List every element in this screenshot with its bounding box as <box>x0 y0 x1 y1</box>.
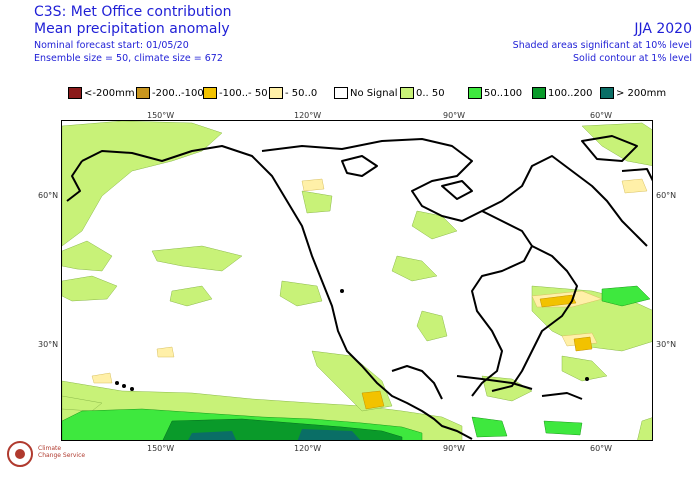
legend-item-gt-200: > 200mm <box>600 86 666 100</box>
contour-note: Solid contour at 1% level <box>573 53 692 64</box>
lon-tick-top-60w: 60°W <box>590 111 613 120</box>
legend-item-50-100: 50..100 <box>468 86 522 100</box>
lon-tick-bottom-60w: 60°W <box>590 444 613 453</box>
map-subtitle: Mean precipitation anomaly <box>34 21 230 37</box>
legend-label: -200..-100 <box>152 87 204 99</box>
small-islands <box>115 289 589 391</box>
legend-swatch <box>334 87 348 99</box>
lat-tick-right-60n: 60°N <box>656 191 677 200</box>
lat-tick-right-30n: 30°N <box>656 340 677 349</box>
logo-line1: Climate <box>38 445 61 452</box>
legend-item-100-50: -100..- 50 <box>203 86 268 100</box>
lon-tick-bottom-120w: 120°W <box>294 444 322 453</box>
color-legend: <-200mm -200..-100 -100..- 50 - 50..0 No… <box>0 86 700 102</box>
ensemble-size-text: Ensemble size = 50, climate size = 672 <box>34 53 223 64</box>
anomaly-minus-50-0-areas <box>91 178 648 384</box>
copernicus-c3s-logo: Climate Change Service <box>6 434 96 474</box>
legend-swatch <box>136 87 150 99</box>
lat-tick-left-60n: 60°N <box>38 191 59 200</box>
legend-label: > 200mm <box>616 87 667 99</box>
forecast-start-text: Nominal forecast start: 01/05/20 <box>34 40 189 51</box>
season-label: JJA 2020 <box>634 21 692 37</box>
legend-swatch <box>468 87 482 99</box>
legend-label: - 50..0 <box>285 87 318 99</box>
lat-tick-left-30n: 30°N <box>38 340 59 349</box>
legend-label: -100..- 50 <box>219 87 268 99</box>
coastlines <box>66 135 652 440</box>
shaded-note: Shaded areas significant at 10% level <box>512 40 692 51</box>
lon-tick-top-90w: 90°W <box>443 111 466 120</box>
legend-swatch <box>600 87 614 99</box>
legend-label: 0.. 50 <box>416 87 445 99</box>
legend-item-100-200: 100..200 <box>532 86 593 100</box>
legend-label: 50..100 <box>484 87 523 99</box>
legend-swatch <box>269 87 283 99</box>
anomaly-minus-100-50-areas <box>361 294 593 410</box>
precipitation-map <box>61 120 653 441</box>
legend-swatch <box>532 87 546 99</box>
legend-label: 100..200 <box>548 87 593 99</box>
legend-swatch <box>400 87 414 99</box>
map-title: C3S: Met Office contribution <box>34 4 232 20</box>
lon-tick-top-120w: 120°W <box>294 111 322 120</box>
legend-label: No Signal <box>350 87 398 99</box>
logo-icon: Climate Change Service <box>7 441 85 467</box>
legend-item-0-50: 0.. 50 <box>400 86 445 100</box>
anomaly-gt-200-areas <box>188 429 361 440</box>
legend-item-no-signal: No Signal <box>334 86 398 100</box>
legend-swatch <box>68 87 82 99</box>
legend-label: <-200mm <box>84 87 135 99</box>
lon-tick-bottom-90w: 90°W <box>443 444 466 453</box>
legend-item-50-0: - 50..0 <box>269 86 317 100</box>
legend-item-200-100: -200..-100 <box>136 86 204 100</box>
logo-line2: Change Service <box>38 452 85 459</box>
legend-item-lt-200: <-200mm <box>68 86 135 100</box>
lon-tick-top-150w: 150°W <box>147 111 175 120</box>
legend-swatch <box>203 87 217 99</box>
lon-tick-bottom-150w: 150°W <box>147 444 175 453</box>
map-canvas <box>62 121 652 440</box>
